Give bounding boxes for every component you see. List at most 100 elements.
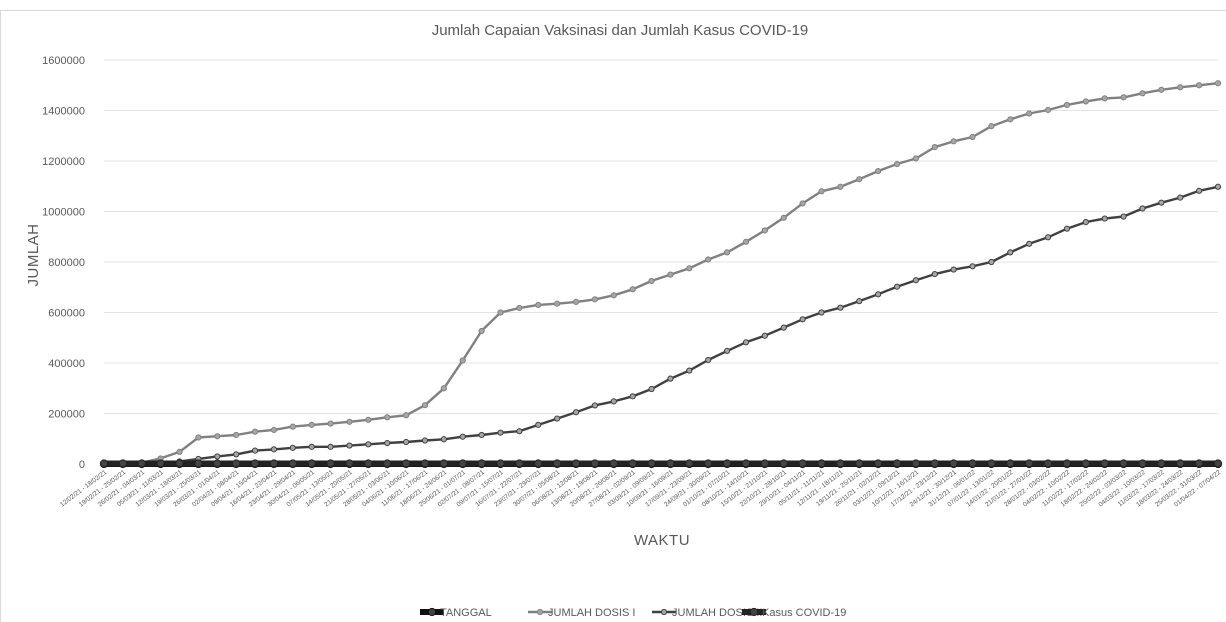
data-point <box>1176 459 1185 468</box>
data-point <box>346 442 353 449</box>
y-tick-label: 1200000 <box>42 156 85 168</box>
data-point <box>893 160 901 168</box>
data-point <box>516 304 523 312</box>
data-point <box>1120 94 1127 101</box>
legend-swatch-marker <box>660 608 668 616</box>
data-point <box>421 437 429 444</box>
legend: TANGGAL JUMLAH DOSIS I JUMLAH DOSIS II Kasu… <box>420 607 846 619</box>
data-point <box>1214 183 1222 190</box>
data-point <box>327 420 334 427</box>
data-point <box>1082 98 1089 105</box>
data-point <box>930 459 939 468</box>
data-point <box>1213 459 1223 468</box>
data-point <box>571 459 581 468</box>
data-point <box>874 459 883 468</box>
y-tick-label: 1000000 <box>42 207 85 219</box>
data-point <box>99 459 109 468</box>
data-point <box>988 123 995 130</box>
data-point <box>723 347 731 354</box>
data-point <box>1158 199 1165 206</box>
data-point <box>1120 213 1127 220</box>
data-point <box>420 459 430 468</box>
data-point <box>610 292 617 299</box>
data-point <box>742 339 750 346</box>
data-point <box>1063 225 1071 232</box>
data-point <box>1062 459 1072 468</box>
data-point <box>156 459 165 468</box>
legend-label: TANGGAL <box>440 607 492 619</box>
data-point <box>837 304 844 311</box>
data-point <box>440 436 447 443</box>
data-point <box>818 309 825 316</box>
data-point <box>553 459 562 468</box>
series-line <box>104 82 1219 466</box>
data-point <box>308 421 315 428</box>
series-group <box>99 80 1223 469</box>
series-jumlah-dosis-ii <box>100 183 1222 468</box>
data-point <box>912 155 919 162</box>
y-tick-label: 200000 <box>48 409 85 421</box>
data-point <box>931 144 938 151</box>
data-point <box>1007 116 1014 123</box>
data-point <box>628 459 637 468</box>
y-tick-label: 600000 <box>48 308 85 320</box>
data-point <box>705 356 712 364</box>
data-point <box>1082 219 1089 226</box>
y-tick-label: 0 <box>79 459 85 471</box>
data-point <box>742 238 750 245</box>
data-point <box>250 459 260 468</box>
data-point <box>798 459 807 468</box>
data-point <box>214 453 221 460</box>
data-point <box>289 423 296 430</box>
data-point <box>1007 249 1014 256</box>
data-point <box>666 459 675 468</box>
data-point <box>1157 459 1166 468</box>
data-point <box>327 443 334 450</box>
data-point <box>893 283 901 290</box>
data-point <box>345 459 354 468</box>
data-point <box>1196 187 1203 194</box>
data-point <box>402 459 411 468</box>
data-point <box>421 402 429 409</box>
data-point <box>892 459 902 468</box>
legend-label: JUMLAH DOSIS II <box>672 607 762 619</box>
data-point <box>251 428 259 435</box>
data-point <box>1177 84 1184 91</box>
data-point <box>610 398 617 405</box>
data-point <box>496 459 505 468</box>
series-jumlah-dosis-i <box>100 80 1222 468</box>
data-point <box>705 256 712 263</box>
data-point <box>931 271 938 278</box>
legend-swatch-marker <box>749 607 759 617</box>
data-point <box>1044 106 1052 114</box>
data-point <box>686 265 693 272</box>
data-point <box>497 309 504 316</box>
data-point <box>175 459 184 468</box>
data-point <box>515 459 524 468</box>
data-point <box>554 415 561 422</box>
data-point <box>403 438 410 446</box>
data-point <box>648 385 655 393</box>
data-point <box>346 418 353 425</box>
data-point <box>478 327 485 335</box>
data-point <box>1195 459 1204 468</box>
data-point <box>949 459 958 468</box>
data-point <box>723 249 731 256</box>
data-point <box>1177 194 1184 201</box>
data-point <box>1196 82 1203 89</box>
data-point <box>722 459 732 468</box>
data-point <box>1138 459 1147 468</box>
data-point <box>534 459 543 468</box>
data-point <box>364 459 373 468</box>
data-point <box>118 459 127 468</box>
data-point <box>1100 459 1109 468</box>
data-point <box>232 459 241 468</box>
data-point <box>1063 101 1071 109</box>
data-point <box>875 291 882 298</box>
data-point <box>572 409 580 416</box>
data-point <box>1006 459 1015 468</box>
data-point <box>1101 215 1108 222</box>
data-point <box>817 459 826 468</box>
